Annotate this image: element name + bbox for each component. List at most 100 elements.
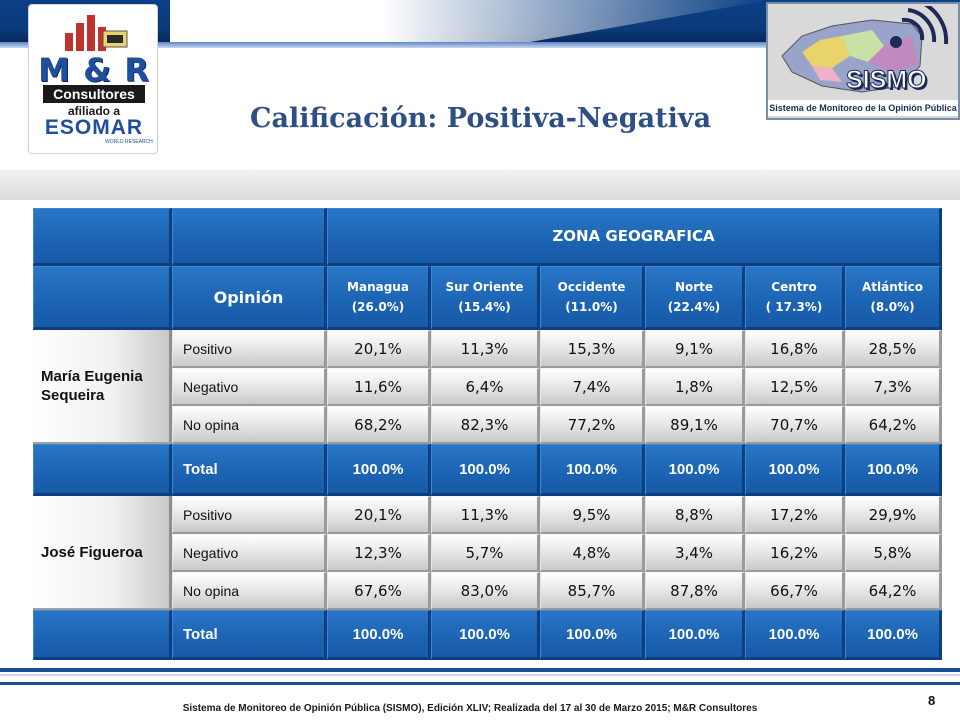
value-cell: 89,1% xyxy=(645,406,745,444)
col-header-centro: Centro ( 17.3%) xyxy=(745,266,845,330)
value-cell: 87,8% xyxy=(645,572,745,610)
value-cell: 9,5% xyxy=(540,496,645,534)
total-value: 100.0% xyxy=(540,444,645,496)
col-name: Managua xyxy=(347,280,409,294)
bar-chart-icon xyxy=(65,15,128,51)
brand-esomar: ESOMAR xyxy=(44,116,144,139)
row-label-no-opina: No opina xyxy=(172,406,327,444)
footer-rule xyxy=(0,682,960,685)
total-value: 100.0% xyxy=(540,610,645,660)
col-share: (26.0%) xyxy=(351,300,405,314)
candidate-name-cell: José Figueroa xyxy=(33,496,172,610)
sismo-subtitle: Sistema de Monitoreo de la Opinión Públi… xyxy=(768,100,958,116)
value-cell: 7,3% xyxy=(845,368,942,406)
total-label: Total xyxy=(172,610,327,660)
value-cell: 8,8% xyxy=(645,496,745,534)
total-value: 100.0% xyxy=(327,444,431,496)
total-spacer-cell xyxy=(33,610,172,660)
total-value: 100.0% xyxy=(845,610,942,660)
value-cell: 11,3% xyxy=(431,496,540,534)
brand-world-research: WORLD RESEARCH xyxy=(105,139,153,145)
row-label-positivo: Positivo xyxy=(172,330,327,368)
value-cell: 11,6% xyxy=(327,368,431,406)
value-cell: 6,4% xyxy=(431,368,540,406)
value-cell: 3,4% xyxy=(645,534,745,572)
value-cell: 28,5% xyxy=(845,330,942,368)
row-label-negativo: Negativo xyxy=(172,534,327,572)
col-header-occidente: Occidente (11.0%) xyxy=(540,266,645,330)
col-name: Norte xyxy=(674,280,714,294)
value-cell: 9,1% xyxy=(645,330,745,368)
value-cell: 16,8% xyxy=(745,330,845,368)
total-value: 100.0% xyxy=(845,444,942,496)
value-cell: 83,0% xyxy=(431,572,540,610)
corner-cell xyxy=(33,208,172,266)
col-name: Centro xyxy=(771,280,817,294)
mr-consultores-logo: M & R Consultores afiliado a ESOMAR WORL… xyxy=(28,4,158,154)
col-share: ( 17.3%) xyxy=(765,300,823,314)
value-cell: 7,4% xyxy=(540,368,645,406)
sismo-logo: SISMO Sistema de Monitoreo de la Opinión… xyxy=(766,2,960,120)
brand-consultores: Consultores xyxy=(43,85,145,103)
value-cell: 67,6% xyxy=(327,572,431,610)
brand-afiliado: afiliado a xyxy=(67,104,120,118)
opinion-header: Opinión xyxy=(172,266,327,330)
grey-band xyxy=(0,170,960,200)
col-header-norte: Norte (22.4%) xyxy=(645,266,745,330)
footer-rule xyxy=(0,674,960,676)
col-name: Atlántico xyxy=(862,280,923,294)
col-share: (11.0%) xyxy=(565,300,618,314)
value-cell: 12,5% xyxy=(745,368,845,406)
total-value: 100.0% xyxy=(745,444,845,496)
value-cell: 16,2% xyxy=(745,534,845,572)
value-cell: 77,2% xyxy=(540,406,645,444)
value-cell: 68,2% xyxy=(327,406,431,444)
col-header-managua: Managua (26.0%) xyxy=(327,266,431,330)
col-header-sur-oriente: Sur Oriente (15.4%) xyxy=(431,266,540,330)
total-value: 100.0% xyxy=(645,444,745,496)
col-share: (15.4%) xyxy=(458,300,511,314)
col-name: Sur Oriente xyxy=(445,280,524,294)
value-cell: 82,3% xyxy=(431,406,540,444)
total-value: 100.0% xyxy=(327,610,431,660)
value-cell: 17,2% xyxy=(745,496,845,534)
value-cell: 12,3% xyxy=(327,534,431,572)
value-cell: 64,2% xyxy=(845,572,942,610)
value-cell: 4,8% xyxy=(540,534,645,572)
candidate-name-cell: María Eugenia Sequeira xyxy=(33,330,172,444)
value-cell: 85,7% xyxy=(540,572,645,610)
row-label-no-opina: No opina xyxy=(172,572,327,610)
value-cell: 29,9% xyxy=(845,496,942,534)
value-cell: 5,8% xyxy=(845,534,942,572)
total-label: Total xyxy=(172,444,327,496)
nicaragua-map-icon xyxy=(781,6,949,93)
col-name: Occidente xyxy=(557,280,626,294)
footer-text: Sistema de Monitoreo de Opinión Pública … xyxy=(182,703,758,714)
sismo-wordmark: SISMO xyxy=(846,66,928,95)
value-cell: 15,3% xyxy=(540,330,645,368)
total-value: 100.0% xyxy=(431,444,540,496)
corner-cell xyxy=(33,266,172,330)
col-share: (22.4%) xyxy=(667,300,721,314)
page-title: Calificación: Positiva-Negativa xyxy=(250,103,712,134)
value-cell: 20,1% xyxy=(327,496,431,534)
value-cell: 11,3% xyxy=(431,330,540,368)
corner-cell xyxy=(172,208,327,266)
value-cell: 1,8% xyxy=(645,368,745,406)
value-cell: 70,7% xyxy=(745,406,845,444)
total-value: 100.0% xyxy=(645,610,745,660)
header-underline xyxy=(0,42,960,48)
total-spacer-cell xyxy=(33,444,172,496)
value-cell: 66,7% xyxy=(745,572,845,610)
col-share: (8.0%) xyxy=(870,300,915,314)
row-label-positivo: Positivo xyxy=(172,496,327,534)
total-value: 100.0% xyxy=(431,610,540,660)
row-label-negativo: Negativo xyxy=(172,368,327,406)
value-cell: 20,1% xyxy=(327,330,431,368)
value-cell: 64,2% xyxy=(845,406,942,444)
brand-mr: M & R xyxy=(38,51,150,89)
footer-rule xyxy=(0,668,960,672)
col-header-atlantico: Atlántico (8.0%) xyxy=(845,266,942,330)
page-number: 8 xyxy=(928,693,936,708)
value-cell: 5,7% xyxy=(431,534,540,572)
